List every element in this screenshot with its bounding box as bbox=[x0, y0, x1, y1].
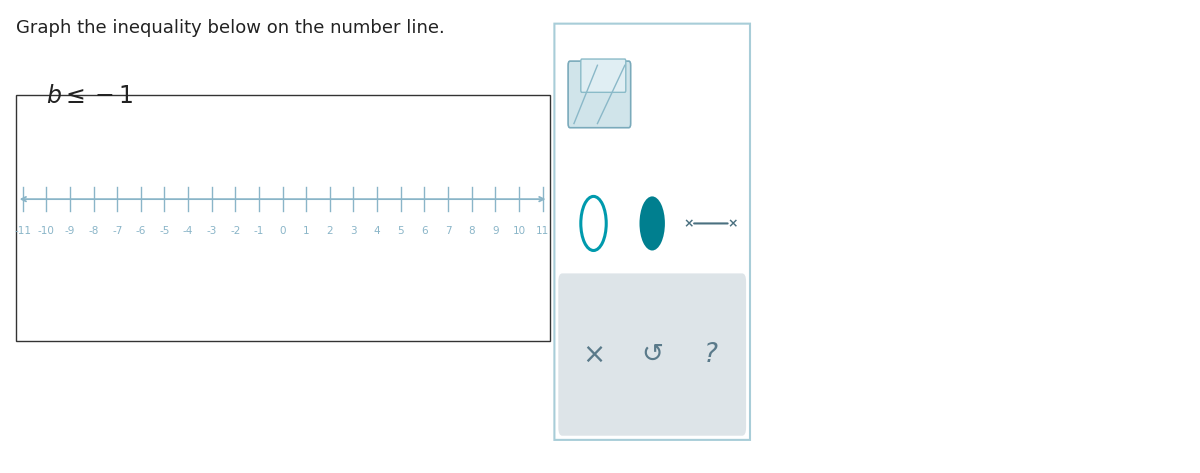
Text: -4: -4 bbox=[182, 226, 193, 236]
FancyBboxPatch shape bbox=[554, 24, 750, 440]
Text: ×: × bbox=[582, 341, 605, 368]
Text: 7: 7 bbox=[445, 226, 451, 236]
Text: -9: -9 bbox=[65, 226, 76, 236]
Text: 0: 0 bbox=[280, 226, 286, 236]
Text: 10: 10 bbox=[512, 226, 526, 236]
Text: 9: 9 bbox=[492, 226, 498, 236]
FancyBboxPatch shape bbox=[558, 273, 746, 436]
Text: -1: -1 bbox=[253, 226, 264, 236]
Text: -10: -10 bbox=[38, 226, 55, 236]
FancyBboxPatch shape bbox=[568, 61, 631, 128]
Text: ↺: ↺ bbox=[641, 342, 664, 368]
Text: 4: 4 bbox=[374, 226, 380, 236]
Text: -8: -8 bbox=[89, 226, 98, 236]
FancyBboxPatch shape bbox=[581, 59, 625, 92]
Text: ?: ? bbox=[704, 342, 718, 368]
Text: Graph the inequality below on the number line.: Graph the inequality below on the number… bbox=[16, 19, 444, 37]
Text: -3: -3 bbox=[206, 226, 217, 236]
Text: 3: 3 bbox=[350, 226, 356, 236]
Text: -7: -7 bbox=[112, 226, 122, 236]
Text: 6: 6 bbox=[421, 226, 427, 236]
Text: 11: 11 bbox=[536, 226, 550, 236]
Text: 5: 5 bbox=[397, 226, 404, 236]
Text: 8: 8 bbox=[468, 226, 475, 236]
Circle shape bbox=[640, 196, 665, 251]
Text: -11: -11 bbox=[14, 226, 31, 236]
Text: $b\leq-1$: $b\leq-1$ bbox=[46, 85, 133, 108]
Text: -2: -2 bbox=[230, 226, 240, 236]
Text: 1: 1 bbox=[302, 226, 310, 236]
Text: -6: -6 bbox=[136, 226, 146, 236]
Text: 2: 2 bbox=[326, 226, 334, 236]
Text: ×: × bbox=[727, 217, 738, 230]
Text: -5: -5 bbox=[160, 226, 169, 236]
Text: ×: × bbox=[683, 217, 694, 230]
